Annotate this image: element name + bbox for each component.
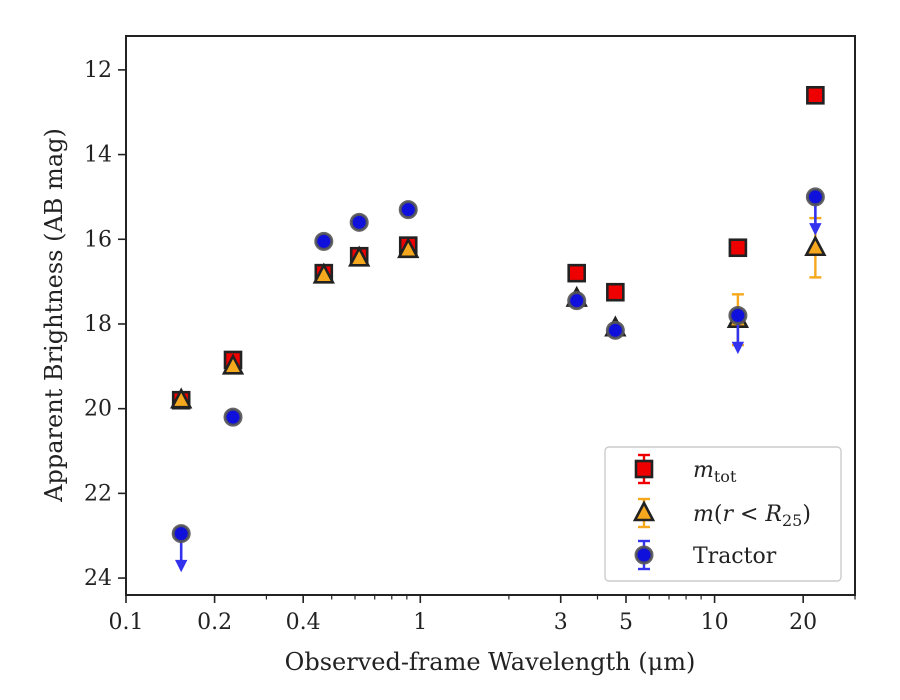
data-point xyxy=(312,262,335,284)
x-tick-label: 0.2 xyxy=(197,610,232,635)
data-point xyxy=(171,524,191,544)
x-axis-label: Observed-frame Wavelength (μm) xyxy=(285,648,696,676)
data-point xyxy=(221,353,245,375)
data-point xyxy=(397,237,420,259)
y-tick-label: 24 xyxy=(84,566,112,591)
x-tick-label: 0.1 xyxy=(109,610,144,635)
x-tick-label: 0.4 xyxy=(286,610,321,635)
data-point xyxy=(348,245,371,267)
upper-limit-arrow-head xyxy=(174,559,188,573)
y-tick-label: 18 xyxy=(84,312,112,337)
data-point xyxy=(605,320,625,340)
legend-marker xyxy=(632,500,656,522)
x-tick-label: 10 xyxy=(701,610,729,635)
data-point xyxy=(806,85,825,105)
upper-limit-arrow-head xyxy=(731,341,745,355)
x-tick-label: 20 xyxy=(789,610,817,635)
data-point xyxy=(728,306,748,325)
data-point xyxy=(567,291,587,311)
legend-label: mtot xyxy=(693,458,737,486)
y-tick-label: 12 xyxy=(84,58,112,83)
data-point xyxy=(567,263,587,283)
y-axis-label: Apparent Brightness (AB mag) xyxy=(40,128,68,503)
legend-marker xyxy=(634,545,654,565)
data-point xyxy=(170,387,193,409)
legend-box xyxy=(604,446,842,582)
data-point xyxy=(728,238,748,258)
y-tick-label: 22 xyxy=(84,481,112,506)
x-tick-label: 1 xyxy=(413,610,427,635)
legend-label: m(r < R25) xyxy=(693,502,811,530)
data-point xyxy=(314,231,334,251)
y-tick-label: 16 xyxy=(84,227,112,252)
axis-ticks: 0.1 0.2 0.4 1 3 5 10 20 12 14 16 18 20 22 24 xyxy=(84,58,856,635)
plot-frame xyxy=(125,35,856,596)
x-tick-label: 5 xyxy=(619,610,633,635)
data-marks xyxy=(170,85,827,573)
data-point xyxy=(804,234,827,257)
y-tick-label: 14 xyxy=(84,143,112,168)
legend: mtot m(r < R25) Tractor xyxy=(604,446,842,582)
data-point xyxy=(606,282,625,302)
data-point xyxy=(398,200,418,220)
x-tick-label: 3 xyxy=(554,610,568,635)
data-point xyxy=(805,187,825,207)
series-tractor xyxy=(171,187,825,573)
legend-marker xyxy=(634,459,654,479)
data-point xyxy=(349,212,369,232)
legend-label: Tractor xyxy=(693,544,777,569)
upper-limit-arrow-head xyxy=(809,223,822,236)
y-tick-label: 20 xyxy=(84,397,112,422)
data-point xyxy=(223,407,243,427)
